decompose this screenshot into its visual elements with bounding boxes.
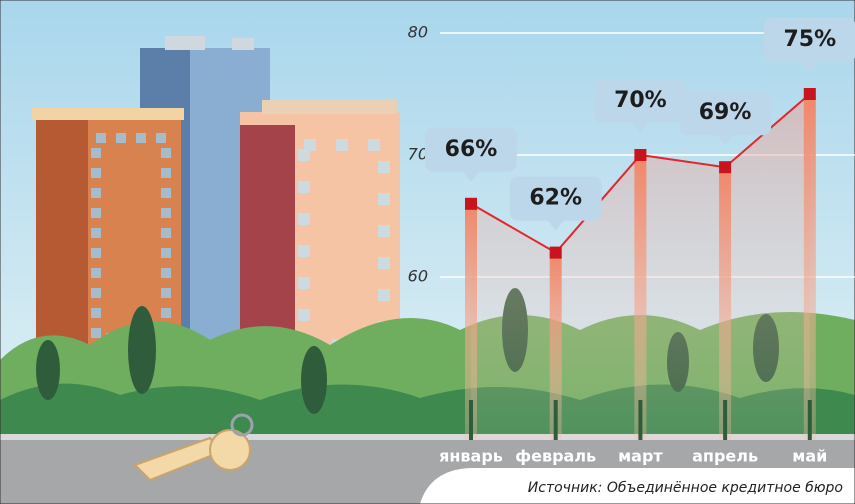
x-tick-label: май: [792, 447, 827, 466]
stem: [469, 400, 473, 440]
callout: [763, 18, 855, 72]
callout: [425, 127, 517, 182]
y-tick-label: 80: [408, 23, 428, 42]
x-tick-label: март: [618, 447, 663, 466]
point: [719, 161, 732, 174]
x-tick-label: январь: [439, 447, 503, 466]
value-label: 69%: [699, 100, 752, 125]
value-label: 62%: [529, 186, 582, 211]
stem: [723, 400, 728, 440]
drop-bar: [549, 252, 562, 440]
stem: [638, 400, 643, 440]
drop-bar: [634, 155, 647, 440]
x-tick-label: февраль: [515, 447, 596, 466]
point: [803, 88, 816, 100]
callout: [509, 176, 602, 231]
value-label: 75%: [783, 27, 836, 52]
point: [549, 246, 562, 259]
stem: [807, 400, 812, 440]
drop-bar: [465, 203, 477, 440]
callout: [594, 79, 687, 133]
point: [634, 149, 647, 161]
source: Источник: Объединённое кредитное бюро: [528, 480, 843, 496]
stem: [553, 400, 558, 440]
point: [465, 197, 477, 210]
y-tick-label: 60: [408, 267, 428, 286]
drop-bar: [719, 167, 732, 440]
value-label: 66%: [445, 137, 498, 162]
value-label: 70%: [614, 88, 667, 113]
callout: [679, 91, 772, 146]
drop-bar: [803, 94, 816, 440]
y-tick-label: 70: [408, 145, 428, 164]
x-tick-label: апрель: [692, 447, 758, 466]
